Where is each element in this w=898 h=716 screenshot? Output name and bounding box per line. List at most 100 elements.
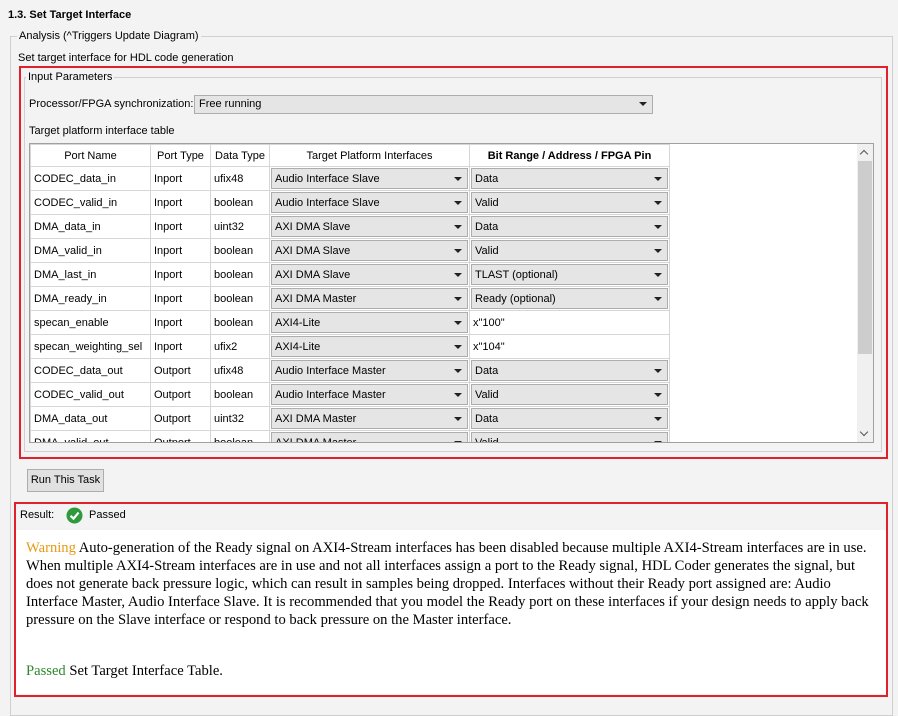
dropdown-cell: Data <box>469 214 670 239</box>
dropdown-cell: Data <box>469 166 670 191</box>
table-cell: DMA_data_in <box>30 214 151 239</box>
warning-message: Warning Auto-generation of the Ready sig… <box>26 539 878 629</box>
table-row: specan_weighting_sel Inport ufix2 AXI4-Lite… <box>30 334 670 359</box>
result-panel <box>16 530 886 694</box>
dropdown-arrow <box>654 249 662 253</box>
table-cell: Inport <box>150 238 211 263</box>
dropdown-value: Audio Interface Master <box>275 389 386 401</box>
dropdown-arrow <box>654 225 662 229</box>
dropdown-cell: Valid <box>469 238 670 263</box>
table-row: DMA_valid_in Inport boolean AXI DMA Slave Va… <box>30 238 670 263</box>
cell-dropdown[interactable]: Valid <box>471 384 668 405</box>
sync-select[interactable]: Free running <box>194 95 653 114</box>
dropdown-arrow <box>454 201 462 205</box>
table-cell: specan_weighting_sel <box>30 334 151 359</box>
cell-dropdown[interactable]: Valid <box>471 192 668 213</box>
table-grid: Port Name Port Type Data Type Target Platfo… <box>30 144 670 443</box>
dropdown-cell: TLAST (optional) <box>469 262 670 287</box>
warning-text: Auto-generation of the Ready signal on A… <box>26 540 869 628</box>
dropdown-value: Ready (optional) <box>475 293 556 305</box>
table-cell: CODEC_data_in <box>30 166 151 191</box>
scroll-thumb[interactable] <box>858 161 872 354</box>
cell-dropdown[interactable]: Audio Interface Master <box>271 360 468 381</box>
cell-dropdown[interactable]: AXI DMA Master <box>271 408 468 429</box>
table-cell: boolean <box>210 382 270 407</box>
address-field[interactable]: x"104" <box>469 334 670 359</box>
table-cell: boolean <box>210 430 270 442</box>
dropdown-arrow <box>454 297 462 301</box>
dropdown-cell: Audio Interface Master <box>269 382 470 407</box>
table-cell: ufix2 <box>210 334 270 359</box>
table-cell: Inport <box>150 310 211 335</box>
cell-dropdown[interactable]: Data <box>471 168 668 189</box>
dropdown-cell: Data <box>469 406 670 431</box>
cell-dropdown[interactable]: Data <box>471 360 668 381</box>
dropdown-cell: AXI DMA Slave <box>269 214 470 239</box>
dropdown-arrow <box>454 369 462 373</box>
scroll-up[interactable] <box>859 149 869 159</box>
cell-dropdown[interactable]: AXI DMA Slave <box>271 264 468 285</box>
dropdown-value: Audio Interface Slave <box>275 197 380 209</box>
dropdown-arrow <box>654 201 662 205</box>
dropdown-arrow <box>639 102 647 106</box>
dropdown-cell: Audio Interface Slave <box>269 166 470 191</box>
run-button[interactable]: Run This Task <box>27 469 104 492</box>
cell-dropdown[interactable]: AXI4-Lite <box>271 312 468 333</box>
dropdown-arrow <box>454 321 462 325</box>
column-header: Port Type <box>150 144 211 167</box>
scrollbar[interactable] <box>857 144 873 442</box>
table-cell: uint32 <box>210 406 270 431</box>
dropdown-arrow <box>654 393 662 397</box>
result-label: Result: <box>20 509 55 521</box>
dropdown-value: Data <box>475 221 499 233</box>
dropdown-cell: Valid <box>469 190 670 215</box>
table-row: specan_enable Inport boolean AXI4-Lite x"100… <box>30 310 670 335</box>
dropdown-value: AXI DMA Slave <box>275 245 351 257</box>
dropdown-value: Audio Interface Slave <box>275 173 380 185</box>
input-legend: Input Parameters <box>26 71 115 83</box>
cell-dropdown[interactable]: Data <box>471 408 668 429</box>
dropdown-value: Valid <box>475 437 499 443</box>
dropdown-value: Valid <box>475 389 499 401</box>
dropdown-cell: Data <box>469 358 670 383</box>
cell-dropdown[interactable]: Audio Interface Master <box>271 384 468 405</box>
table-cell: Inport <box>150 190 211 215</box>
table-cell: uint32 <box>210 214 270 239</box>
dropdown-cell: Valid <box>469 382 670 407</box>
table-cell: Outport <box>150 382 211 407</box>
pass-icon <box>66 507 83 524</box>
cell-dropdown[interactable]: Valid <box>471 240 668 261</box>
dropdown-arrow <box>654 417 662 421</box>
dropdown-arrow <box>654 369 662 373</box>
dropdown-value: AXI4-Lite <box>275 317 321 329</box>
address-field[interactable]: x"100" <box>469 310 670 335</box>
passed-text: Set Target Interface Table. <box>69 663 223 679</box>
dropdown-value: AXI DMA Master <box>275 413 357 425</box>
cell-dropdown[interactable]: AXI DMA Master <box>271 432 468 442</box>
dropdown-value: Data <box>475 173 499 185</box>
dropdown-value: Audio Interface Master <box>275 365 386 377</box>
cell-dropdown[interactable]: Audio Interface Slave <box>271 192 468 213</box>
table-cell: boolean <box>210 238 270 263</box>
cell-dropdown[interactable]: Audio Interface Slave <box>271 168 468 189</box>
dropdown-cell: AXI DMA Master <box>269 286 470 311</box>
dropdown-arrow <box>454 273 462 277</box>
cell-dropdown[interactable]: Valid <box>471 432 668 443</box>
dropdown-cell: AXI DMA Master <box>269 406 470 431</box>
cell-dropdown[interactable]: Data <box>471 216 668 237</box>
dropdown-arrow <box>654 441 662 442</box>
dropdown-value: AXI DMA Slave <box>275 221 351 233</box>
cell-dropdown[interactable]: AXI DMA Master <box>271 288 468 309</box>
dropdown-arrow <box>454 177 462 181</box>
dropdown-cell: AXI4-Lite <box>269 334 470 359</box>
cell-dropdown[interactable]: Ready (optional) <box>471 288 668 309</box>
table-row: DMA_data_out Outport uint32 AXI DMA Master D… <box>30 406 670 431</box>
cell-dropdown[interactable]: AXI DMA Slave <box>271 240 468 261</box>
cell-dropdown[interactable]: AXI4-Lite <box>271 336 468 357</box>
table-cell: boolean <box>210 190 270 215</box>
cell-dropdown[interactable]: AXI DMA Slave <box>271 216 468 237</box>
cell-dropdown[interactable]: TLAST (optional) <box>471 264 668 285</box>
scroll-down[interactable] <box>859 427 869 437</box>
table-row: DMA_ready_in Inport boolean AXI DMA Master R… <box>30 286 670 311</box>
